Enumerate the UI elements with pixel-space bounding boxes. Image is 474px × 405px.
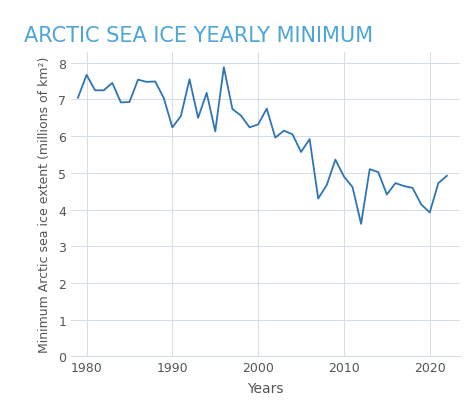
X-axis label: Years: Years bbox=[247, 381, 284, 395]
Text: ARCTIC SEA ICE YEARLY MINIMUM: ARCTIC SEA ICE YEARLY MINIMUM bbox=[25, 26, 374, 45]
Y-axis label: Minimum Arctic sea ice extent (millions of km²): Minimum Arctic sea ice extent (millions … bbox=[38, 57, 51, 352]
